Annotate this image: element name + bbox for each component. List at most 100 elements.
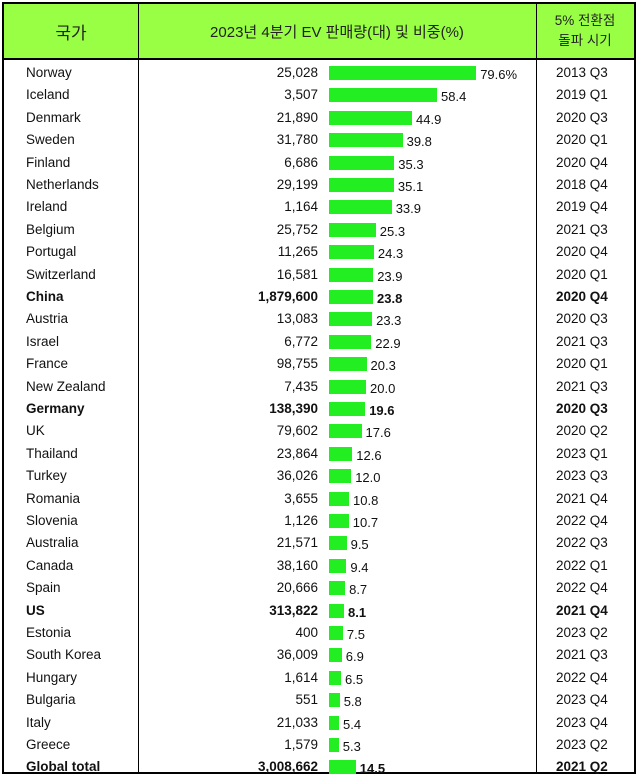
share-label: 6.9 [345, 649, 364, 665]
header-threshold-line2: 돌파 시기 [558, 33, 612, 48]
country-name: Slovenia [26, 513, 78, 528]
share-bar [329, 626, 343, 640]
share-bar [329, 558, 347, 573]
column-divider-left [138, 60, 139, 774]
share-label: 5.3 [342, 739, 361, 754]
share-bar [329, 290, 373, 304]
share-label: 7.5 [346, 627, 365, 642]
share-label: 5.4 [343, 716, 362, 732]
share-bar [329, 402, 366, 416]
country-name: Israel [26, 333, 60, 349]
table-body: Norway 25,028 79.6% 2013 Q3 Iceland 3,507 58.4… [4, 60, 634, 776]
share-bar [329, 155, 395, 170]
share-label: 20.3 [370, 358, 396, 374]
share-bar [329, 222, 376, 237]
share-bar [329, 312, 373, 327]
sales-value: 1,164 [284, 199, 318, 215]
sales-value: 3,507 [284, 87, 318, 103]
share-bar [329, 715, 339, 730]
share-label: 23.3 [376, 313, 402, 329]
sales-value: 79,602 [276, 423, 318, 439]
share-bar [329, 178, 394, 192]
country-name: South Korea [26, 647, 102, 663]
threshold-quarter: 2013 Q3 [556, 65, 608, 80]
share-label: 23.9 [377, 268, 403, 284]
sales-value: 1,614 [284, 669, 318, 685]
country-name: Ireland [26, 199, 68, 215]
share-bar [329, 446, 353, 461]
sales-value: 3,655 [284, 490, 318, 506]
header-country: 국가 [4, 4, 139, 58]
share-bar [329, 693, 340, 708]
threshold-quarter: 2020 Q4 [556, 244, 608, 260]
share-label: 24.3 [377, 246, 404, 262]
share-label: 25.3 [379, 223, 406, 239]
share-label: 6.5 [345, 671, 364, 687]
share-bar [329, 200, 392, 215]
sales-value: 38,160 [276, 557, 318, 573]
country-name: Norway [26, 65, 72, 80]
country-name: Turkey [26, 468, 67, 484]
threshold-quarter: 2020 Q2 [556, 423, 608, 439]
share-label: 79.6% [480, 67, 518, 82]
share-bar [329, 581, 346, 596]
country-name: UK [26, 423, 45, 439]
share-bar [329, 379, 366, 394]
sales-value: 551 [295, 692, 318, 708]
sales-value: 16,581 [276, 266, 318, 282]
threshold-quarter: 2018 Q4 [556, 177, 608, 192]
share-label: 19.6 [369, 403, 395, 418]
share-label: 17.6 [365, 425, 391, 441]
threshold-quarter: 2021 Q3 [556, 647, 608, 663]
threshold-quarter: 2019 Q1 [556, 87, 608, 103]
sales-value: 36,026 [276, 468, 318, 484]
share-label: 35.3 [398, 156, 424, 172]
country-name: Romania [26, 490, 81, 506]
threshold-quarter: 2020 Q3 [556, 401, 608, 416]
share-label: 39.8 [406, 134, 432, 150]
sales-value: 21,890 [276, 109, 318, 125]
threshold-quarter: 2021 Q2 [556, 759, 608, 775]
share-label: 22.9 [375, 335, 401, 351]
share-label: 44.9 [416, 111, 442, 127]
country-name: Iceland [26, 87, 70, 103]
threshold-quarter: 2020 Q1 [556, 356, 608, 372]
country-name: China [26, 289, 64, 304]
share-bar [329, 357, 367, 372]
threshold-quarter: 2023 Q2 [556, 625, 608, 640]
share-bar [329, 334, 372, 349]
share-label: 12.6 [356, 447, 382, 463]
header-threshold-line1: 5% 전환점 [554, 13, 616, 28]
threshold-quarter: 2020 Q1 [556, 266, 608, 282]
sales-value: 23,864 [276, 445, 318, 461]
sales-value: 21,571 [276, 535, 318, 551]
share-bar [329, 245, 374, 260]
country-name: Australia [26, 535, 79, 551]
threshold-quarter: 2023 Q4 [556, 714, 608, 730]
header-threshold-quarter: 5% 전환점 돌파 시기 [536, 4, 634, 58]
share-bar [329, 760, 356, 775]
share-bar [329, 110, 412, 125]
country-name: France [26, 356, 69, 372]
share-label: 9.5 [350, 537, 369, 553]
share-bar [329, 670, 341, 685]
threshold-quarter: 2021 Q4 [556, 602, 608, 618]
share-bar [329, 603, 344, 618]
share-bar [329, 267, 374, 282]
share-label: 20.0 [370, 380, 396, 396]
sales-value: 1,879,600 [257, 289, 318, 304]
threshold-quarter: 2023 Q1 [556, 445, 608, 461]
share-label: 10.8 [353, 492, 379, 508]
threshold-quarter: 2020 Q4 [556, 289, 608, 304]
threshold-quarter: 2022 Q3 [556, 535, 608, 551]
threshold-quarter: 2022 Q4 [556, 513, 608, 528]
country-name: Spain [26, 580, 61, 596]
country-name: Sweden [26, 132, 75, 148]
sales-value: 98,755 [276, 356, 318, 372]
country-name: Austria [26, 311, 69, 327]
share-bar [329, 469, 352, 484]
sales-value: 1,579 [284, 737, 318, 752]
sales-value: 13,083 [276, 311, 318, 327]
share-bar [329, 738, 339, 752]
share-bar [329, 133, 403, 148]
